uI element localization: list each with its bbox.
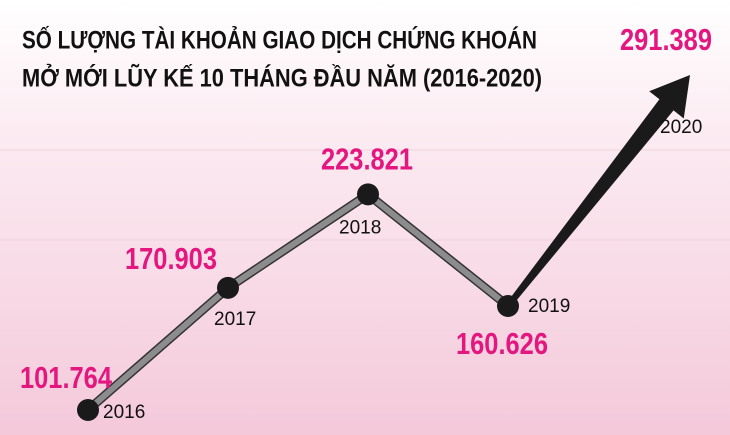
chart-title: SỐ LƯỢNG TÀI KHOẢN GIAO DỊCH CHỨNG KHOÁN (22, 25, 537, 55)
value-label: 160.626 (456, 326, 548, 361)
year-label: 2018 (339, 217, 381, 238)
point (497, 295, 519, 318)
point (217, 276, 239, 299)
value-label: 170.903 (125, 241, 217, 276)
year-label: 2019 (528, 296, 570, 317)
value-label: 223.821 (321, 142, 413, 177)
decor-lines (0, 149, 730, 331)
year-label: 2016 (103, 402, 145, 423)
line (86, 191, 510, 413)
year-label: 2017 (214, 309, 256, 330)
point (357, 183, 379, 206)
value-label: 291.389 (620, 22, 712, 57)
point (77, 399, 99, 421)
year-label: 2020 (660, 117, 702, 138)
arrow (505, 75, 690, 308)
chart-title: MỞ MỚI LŨY KẾ 10 THÁNG ĐẦU NĂM (2016-202… (22, 63, 542, 93)
value-label: 101.764 (20, 360, 113, 395)
